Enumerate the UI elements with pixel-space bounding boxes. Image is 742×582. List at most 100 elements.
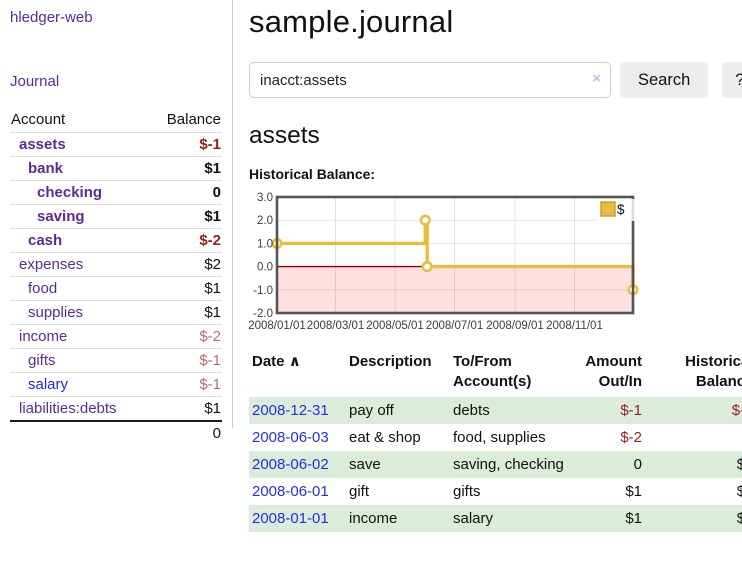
- register-col-date[interactable]: Date ∧: [249, 350, 346, 397]
- account-balance: $2: [204, 256, 221, 273]
- legend-label: $: [617, 202, 625, 217]
- register-col-balance: Historical Balance: [685, 353, 742, 391]
- account-balance: $-1: [199, 136, 221, 153]
- account-link[interactable]: income: [19, 328, 68, 345]
- legend-swatch: [600, 201, 616, 217]
- page-title: sample.journal: [249, 4, 454, 39]
- register-date-cell: 2008-06-03: [249, 424, 346, 451]
- register-accounts-cell: food, supplies: [453, 428, 546, 446]
- register-amount-cell: $-2: [620, 428, 642, 446]
- register-date-cell: 2008-06-01: [249, 478, 346, 505]
- account-name-cell: gifts: [10, 349, 149, 373]
- register-col-accounts: To/From Account(s): [453, 353, 532, 391]
- account-link[interactable]: liabilities:debts: [19, 400, 117, 417]
- search-button[interactable]: Search: [620, 62, 709, 98]
- account-heading: assets: [249, 122, 320, 149]
- account-link[interactable]: food: [28, 280, 58, 297]
- account-balance: $-2: [199, 232, 221, 249]
- register-balance-cell: $1: [736, 509, 742, 527]
- sort-ascending-icon: ∧: [288, 353, 301, 370]
- register-date-cell: 2008-01-01: [249, 505, 346, 532]
- account-link[interactable]: expenses: [19, 256, 84, 273]
- account-row: supplies $1: [10, 300, 222, 325]
- account-balance: $-1: [199, 376, 221, 393]
- register-row: 2008-01-01 income salary $1 $1: [249, 504, 742, 532]
- y-tick-label: -1.0: [253, 285, 273, 297]
- account-row: bank $1: [10, 156, 222, 181]
- accounts-total-value: 0: [212, 425, 221, 442]
- register-description-cell: save: [349, 455, 381, 473]
- register-row: 2008-06-03 eat & shop food, supplies $-20: [249, 424, 742, 451]
- x-tick-label: 2008/03/01: [307, 320, 365, 332]
- account-name-cell: income: [10, 325, 149, 349]
- transaction-date-link[interactable]: 2008-01-01: [252, 509, 329, 527]
- account-balance: 0: [212, 184, 221, 201]
- account-row: salary $-1: [10, 372, 222, 397]
- register-description-cell: income: [349, 509, 398, 527]
- y-tick-label: 1.0: [257, 238, 273, 250]
- register-table: Date ∧ Description To/From Account(s) Am…: [249, 350, 742, 532]
- account-link[interactable]: supplies: [28, 304, 84, 321]
- account-balance: $1: [204, 400, 221, 417]
- transaction-date-link[interactable]: 2008-06-03: [252, 428, 329, 446]
- register-balance-cell: $-1: [731, 401, 742, 419]
- search-input[interactable]: [249, 62, 611, 98]
- account-balance: $1: [204, 280, 221, 297]
- account-name-cell: salary: [10, 373, 149, 397]
- accounts-total-spacer: [10, 421, 149, 445]
- y-tick-label: 0.0: [257, 262, 273, 274]
- help-button[interactable]: ?: [722, 62, 742, 98]
- app-brand-link[interactable]: hledger-web: [10, 9, 93, 26]
- accounts-header-row: Account Balance: [10, 107, 222, 133]
- register-balance-cell: $2: [736, 482, 742, 500]
- account-name-cell: bank: [10, 157, 149, 181]
- search-box: ×: [249, 62, 611, 98]
- x-tick-label: 2008/01/01: [248, 320, 306, 332]
- account-balance: $1: [204, 304, 221, 321]
- account-balance: $-1: [199, 352, 221, 369]
- account-row: income $-2: [10, 324, 222, 349]
- plot-border: [275, 195, 635, 315]
- account-link[interactable]: gifts: [28, 352, 56, 369]
- x-tick-label: 2008/05/01: [366, 320, 424, 332]
- sidebar-item-journal[interactable]: Journal: [10, 73, 60, 90]
- account-name-cell: liabilities:debts: [10, 397, 149, 422]
- register-accounts-cell: gifts: [453, 482, 481, 500]
- transaction-date-link[interactable]: 2008-06-01: [252, 482, 329, 500]
- sidebar: hledger-web Journal Account Balance asse…: [0, 0, 233, 442]
- account-row: expenses $2: [10, 252, 222, 277]
- accounts-total-row: 0: [10, 421, 222, 445]
- register-balance-cell: 0: [646, 424, 742, 451]
- account-link[interactable]: checking: [37, 184, 103, 201]
- account-row: assets $-1: [10, 132, 222, 157]
- account-row: cash $-2: [10, 228, 222, 253]
- account-name-cell: saving: [10, 205, 149, 229]
- clear-search-icon[interactable]: ×: [592, 70, 601, 87]
- account-name-cell: expenses: [10, 253, 149, 277]
- register-accounts-cell: salary: [453, 509, 494, 527]
- account-link[interactable]: cash: [28, 232, 63, 249]
- account-row: gifts $-1: [10, 348, 222, 373]
- chart-title: Historical Balance:: [249, 166, 376, 182]
- transaction-date-link[interactable]: 2008-12-31: [252, 401, 329, 419]
- account-row: checking 0: [10, 180, 222, 205]
- account-link[interactable]: assets: [19, 136, 66, 153]
- register-col-date-label: Date: [252, 353, 285, 370]
- register-col-amount: Amount Out/In: [585, 353, 642, 391]
- y-tick-label: -2.0: [253, 308, 273, 320]
- x-tick-label: 2008/07/01: [426, 320, 484, 332]
- account-name-cell: assets: [10, 133, 149, 157]
- chart-legend: $: [595, 199, 637, 221]
- account-name-cell: supplies: [10, 301, 149, 325]
- account-link[interactable]: saving: [37, 208, 85, 225]
- main-content: sample.journal × Search ? assets Histori…: [233, 0, 742, 532]
- data-point-marker: [419, 214, 431, 226]
- account-link[interactable]: salary: [28, 376, 69, 393]
- negative-region: [277, 266, 633, 313]
- account-link[interactable]: bank: [28, 160, 64, 177]
- x-tick-label: 2008/09/01: [486, 320, 544, 332]
- register-row: 2008-12-31 pay off debts $-1 $-1: [249, 396, 742, 424]
- x-tick-label: 2008/11/01: [546, 320, 603, 332]
- transaction-date-link[interactable]: 2008-06-02: [252, 455, 329, 473]
